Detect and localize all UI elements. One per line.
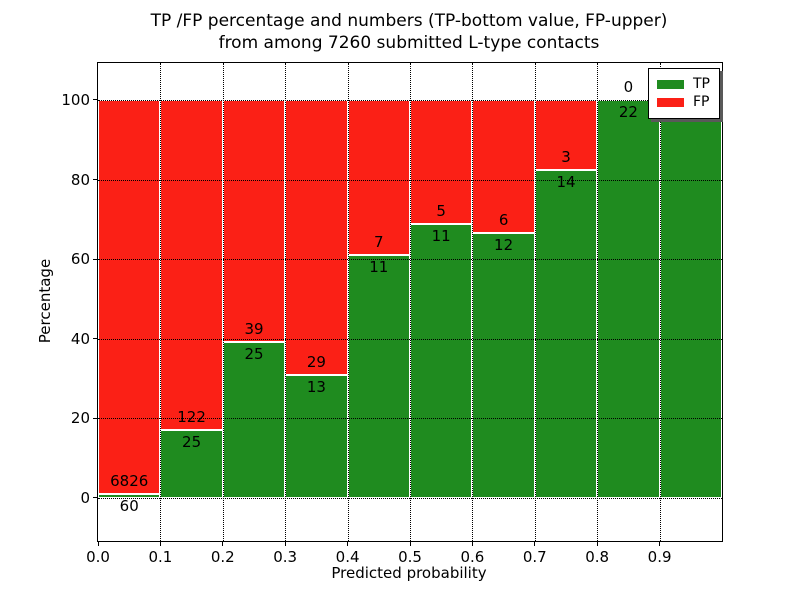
x-axis-title: Predicted probability — [331, 564, 487, 582]
gridline-vertical — [659, 63, 661, 541]
chart-title: TP /FP percentage and numbers (TP-bottom… — [97, 10, 721, 54]
gridline-vertical — [472, 63, 474, 541]
bar-fp-count-label: 39 — [244, 320, 264, 339]
bar-tp-count-label: 14 — [556, 173, 576, 192]
legend-row-tp: TP — [657, 77, 710, 92]
legend: TP FP — [648, 68, 720, 119]
y-tick-label: 40 — [70, 329, 90, 348]
y-tick-label: 60 — [70, 250, 90, 269]
gridline-vertical — [534, 63, 536, 541]
x-tick-mark — [659, 542, 661, 546]
gridline-vertical — [347, 63, 349, 541]
bar-tp-segment — [98, 494, 161, 498]
legend-label-fp: FP — [693, 94, 710, 110]
bar-fp-segment — [285, 99, 348, 375]
bar-tp-segment — [597, 99, 660, 498]
bar-tp-count-label: 25 — [182, 433, 202, 451]
x-tick-mark — [534, 542, 536, 546]
gridline-vertical — [160, 63, 162, 541]
bar-tp-segment — [347, 254, 410, 498]
bar-fp-segment — [98, 99, 161, 495]
bar-tp-segment — [659, 99, 722, 498]
bar-tp-segment — [160, 430, 223, 498]
plot-area: TP FP 6826 60 122 25 39 25 29 13 7 11 5 11 6 12 3 14 0 22 0… — [61, 62, 723, 566]
bar-fp-count-label: 122 — [177, 408, 206, 426]
y-tick-label: 20 — [70, 409, 90, 428]
legend-label-tp: TP — [693, 76, 710, 92]
bar-fp-count-label: 5 — [436, 202, 446, 221]
legend-swatch-fp — [657, 98, 684, 107]
y-tick-mark — [93, 258, 97, 260]
y-axis-title: Percentage — [36, 258, 54, 344]
bar-fp-count-label: 29 — [306, 352, 326, 371]
y-tick-label: 0 — [80, 488, 90, 507]
y-tick-mark — [93, 338, 97, 340]
bar-tp-count-label: 11 — [431, 227, 451, 246]
gridline-vertical — [410, 63, 411, 541]
bar-tp-count-label: 25 — [244, 345, 264, 364]
bar-tp-count-label: 13 — [306, 377, 326, 396]
x-tick-label: 0.7 — [522, 548, 547, 566]
x-tick-mark — [409, 542, 411, 546]
legend-row-fp: FP — [657, 95, 710, 110]
x-tick-label: 0.5 — [398, 548, 422, 566]
x-tick-mark — [596, 542, 598, 546]
x-tick-mark — [347, 542, 349, 546]
gridline-vertical — [222, 63, 224, 541]
y-tick-mark — [93, 179, 97, 181]
bar-tp-count-label: 60 — [119, 497, 139, 516]
bar-fp-count-label: 7 — [374, 232, 384, 251]
bar-fp-segment — [347, 99, 410, 255]
x-tick-label: 0.0 — [86, 548, 110, 566]
bar-fp-segment — [160, 99, 223, 430]
y-tick-mark — [93, 497, 97, 499]
chart-title-line1: TP /FP percentage and numbers (TP-bottom… — [150, 11, 668, 31]
bar-tp-count-label: 12 — [494, 235, 514, 254]
x-tick-label: 0.4 — [335, 548, 360, 566]
bar-fp-segment — [222, 99, 286, 343]
x-tick-mark — [159, 542, 161, 546]
gridline-vertical — [285, 63, 287, 541]
legend-swatch-tp — [657, 80, 684, 89]
chart-title-line2: from among 7260 submitted L-type contact… — [218, 33, 600, 53]
bar-fp-count-label: 6826 — [110, 472, 149, 491]
bar-tp-count-label: 22 — [618, 102, 638, 121]
bar-tp-segment — [534, 170, 598, 498]
bar-tp-count-label: 11 — [369, 257, 389, 276]
bar-tp-segment — [472, 232, 535, 498]
bar-fp-segment — [472, 99, 535, 233]
x-tick-label: 0.6 — [460, 548, 485, 566]
bar-tp-segment — [222, 342, 286, 498]
bar-fp-count-label: 0 — [623, 77, 634, 96]
x-tick-mark — [471, 542, 473, 546]
x-tick-label: 0.1 — [148, 548, 173, 566]
bar-tp-segment — [410, 224, 473, 498]
y-tick-mark — [93, 417, 97, 419]
x-tick-mark — [97, 542, 99, 546]
x-tick-label: 0.2 — [210, 548, 235, 566]
gridline-vertical — [597, 63, 599, 541]
x-tick-label: 0.3 — [273, 548, 298, 566]
y-tick-mark — [93, 99, 97, 101]
bar-fp-count-label: 3 — [561, 148, 571, 167]
x-tick-mark — [222, 542, 224, 546]
x-tick-label: 0.8 — [585, 548, 610, 566]
x-tick-mark — [284, 542, 286, 546]
bar-fp-count-label: 6 — [498, 210, 509, 229]
x-tick-label: 0.9 — [647, 548, 672, 566]
y-tick-label: 100 — [61, 90, 90, 109]
y-tick-label: 80 — [70, 170, 90, 189]
